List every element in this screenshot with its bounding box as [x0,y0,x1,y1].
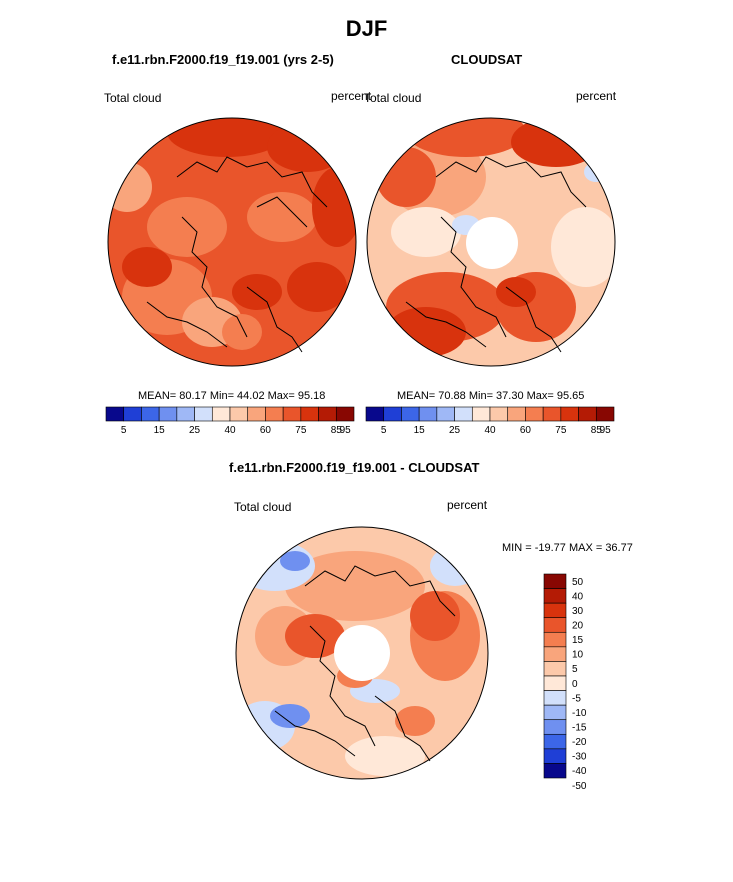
diff-polar-map [235,526,489,780]
diff-colorbar-swatch [543,588,567,604]
obs-colorbar-swatch [401,406,420,422]
model-colorbar-tick-label: 5 [121,425,127,436]
model-colorbar-tick-label: 60 [260,425,272,436]
obs-colorbar-tick-label: 5 [381,425,387,436]
obs-polar-map [366,117,616,367]
obs-stats: MEAN= 70.88 Min= 37.30 Max= 95.65 [397,390,585,402]
diff-colorbar-swatch [543,719,567,735]
obs-colorbar-tick-label: 60 [520,425,532,436]
diff-colorbar-swatch [543,617,567,633]
diff-colorbar-tick-label: 20 [572,621,584,632]
obs-colorbar-tick-label: 25 [449,425,461,436]
diff-units-label: percent [447,498,488,512]
model-colorbar-swatch [335,406,355,422]
model-polar-map [107,117,357,367]
diff-colorbar-swatch [543,690,567,706]
diff-colorbar-tick-label: 30 [572,606,584,617]
obs-colorbar-tick-label: 85 [591,425,603,436]
model-units-label: percent [331,89,372,103]
diff-variable-label: Total cloud [234,500,292,514]
diff-panel-title: f.e11.rbn.F2000.f19_f19.001 - CLOUDSAT [229,460,480,475]
obs-colorbar-swatch [454,406,473,422]
diff-colorbar-tick-label: -15 [572,723,587,734]
diff-colorbar-tick-label: 0 [572,679,578,690]
diff-colorbar-tick-label: -50 [572,781,587,792]
obs-colorbar-tick-label: 40 [484,425,496,436]
diff-colorbar-swatch [543,646,567,662]
model-colorbar-tick-label: 25 [189,425,201,436]
model-variable-label: Total cloud [104,91,162,105]
diff-colorbar-tick-label: -10 [572,708,587,719]
diff-colorbar-tick-label: 15 [572,635,584,646]
obs-colorbar-swatch [595,406,615,422]
model-colorbar-swatch [229,406,249,422]
obs-colorbar-swatch [525,406,544,422]
diff-colorbar-swatch [543,602,567,619]
model-colorbar-swatch [158,406,178,422]
model-colorbar-swatch [282,406,302,422]
diff-colorbar-swatch [543,704,567,721]
diff-colorbar-tick-label: 40 [572,591,584,602]
diff-colorbar-swatch [543,733,567,750]
obs-colorbar-tick-label: 95 [600,425,612,436]
obs-colorbar-swatch [507,406,526,422]
model-stats: MEAN= 80.17 Min= 44.02 Max= 95.18 [138,390,326,402]
diff-colorbar-tick-label: 10 [572,650,584,661]
model-colorbar-swatch [176,406,195,422]
diff-minmax: MIN = -19.77 MAX = 36.77 [502,542,633,554]
diff-colorbar-tick-label: -5 [572,693,581,704]
obs-colorbar-swatch [578,406,597,422]
obs-colorbar-tick-label: 15 [414,425,426,436]
diff-colorbar-swatch [543,748,567,764]
model-colorbar-tick-label: 85 [331,425,343,436]
model-panel-title: f.e11.rbn.F2000.f19_f19.001 (yrs 2-5) [112,52,334,67]
diff-colorbar-tick-label: 5 [572,664,578,675]
diff-colorbar-tick-label: 50 [572,577,584,588]
diff-colorbar-swatch [543,661,567,677]
model-colorbar-tick-label: 15 [154,425,166,436]
obs-colorbar-swatch [471,406,491,422]
diff-colorbar-swatch [543,763,567,779]
model-colorbar-swatch [105,406,125,422]
obs-colorbar-swatch [542,406,562,422]
diff-colorbar-tick-label: -20 [572,737,587,748]
model-colorbar-swatch [123,406,142,422]
diff-colorbar-swatch [543,675,567,691]
obs-colorbar-swatch [436,406,455,422]
obs-colorbar-swatch [418,406,438,422]
model-colorbar-swatch [247,406,266,422]
model-colorbar-swatch [318,406,337,422]
diff-colorbar-swatch [543,573,567,589]
page-title: DJF [345,16,388,41]
diff-colorbar-tick-label: -40 [572,766,587,777]
obs-colorbar-swatch [560,406,579,422]
obs-variable-label: Total cloud [364,91,422,105]
model-colorbar-tick-label: 95 [340,425,352,436]
diff-colorbar-tick-label: -30 [572,752,587,763]
model-colorbar-swatch [211,406,231,422]
model-colorbar-swatch [194,406,213,422]
model-colorbar-swatch [265,406,284,422]
obs-colorbar-swatch [383,406,402,422]
obs-panel-title: CLOUDSAT [451,52,523,67]
obs-colorbar-swatch [365,406,385,422]
obs-colorbar-tick-label: 75 [555,425,567,436]
model-colorbar-tick-label: 75 [295,425,307,436]
diff-colorbar-swatch [543,631,567,648]
obs-units-label: percent [576,89,617,103]
model-colorbar-tick-label: 40 [224,425,236,436]
model-colorbar-swatch [141,406,160,422]
model-colorbar-swatch [300,406,319,422]
obs-colorbar-swatch [489,406,509,422]
